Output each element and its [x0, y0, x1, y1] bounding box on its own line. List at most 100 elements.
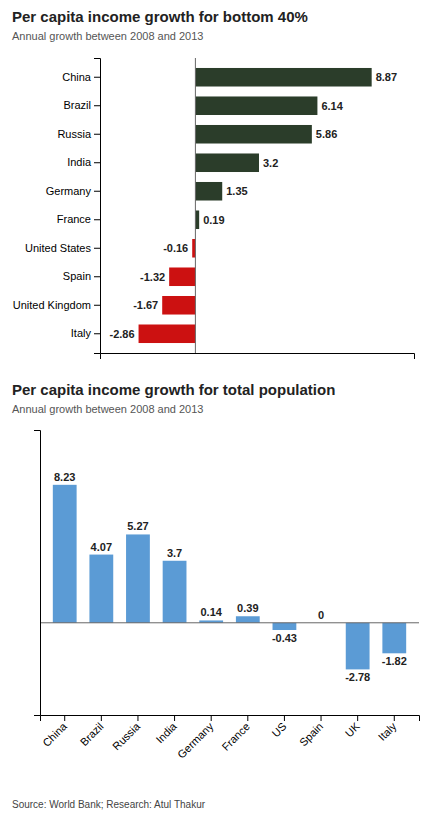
axis-line: [41, 716, 420, 722]
data-label: 6.14: [321, 100, 343, 112]
tick: UK: [343, 715, 363, 739]
tick: Russia: [57, 128, 100, 140]
bars: [53, 485, 406, 670]
tick: France: [219, 715, 252, 753]
tick-mark: [94, 248, 100, 249]
bar: [382, 623, 406, 654]
tick-mark: [101, 715, 102, 721]
zero-line: [40, 622, 419, 623]
data-labels: 8.234.075.273.70.140.39-0.430-2.78-1.82: [54, 471, 407, 684]
bar: [195, 153, 259, 172]
tick: Brazil: [78, 715, 106, 748]
tick-label: France: [57, 213, 91, 225]
y-axis: [34, 431, 41, 716]
zero-line: [195, 58, 196, 353]
data-label: -1.82: [382, 655, 407, 667]
bar: [346, 623, 370, 670]
data-label: 0.19: [203, 214, 224, 226]
tick-label: United Kingdom: [13, 299, 91, 311]
tick-label: Brazil: [63, 99, 91, 111]
bar: [195, 96, 317, 115]
plot: ChinaBrazilRussiaIndiaGermanyFranceUnite…: [13, 58, 415, 359]
data-labels: 8.876.145.863.21.350.19-0.16-1.32-1.67-2…: [109, 71, 397, 340]
data-label: -2.86: [109, 328, 134, 340]
tick-mark: [94, 77, 100, 78]
bar: [53, 485, 77, 623]
bar: [273, 623, 297, 630]
data-label: 5.27: [127, 520, 148, 532]
bar: [163, 561, 187, 623]
tick: Russia: [110, 715, 143, 752]
subtitle: Annual growth between 2008 and 2013: [12, 30, 203, 42]
tick-label: Germany: [175, 720, 216, 761]
tick: Germany: [175, 715, 216, 761]
tick-mark: [247, 715, 248, 721]
tick-label: India: [153, 720, 179, 746]
bar: [195, 68, 371, 87]
tick-mark: [94, 134, 100, 135]
data-label: 0.14: [200, 606, 222, 618]
tick-mark: [94, 276, 100, 277]
tick-mark: [394, 715, 395, 721]
data-label: 3.7: [167, 547, 182, 559]
chart: Per capita income growth for total popul…: [12, 381, 420, 810]
axis-line: [34, 431, 41, 716]
data-label: 5.86: [316, 128, 337, 140]
data-label: 3.2: [263, 157, 278, 169]
bar: [126, 534, 150, 622]
tick: US: [269, 715, 288, 739]
tick-mark: [94, 305, 100, 306]
bar: [139, 324, 196, 343]
tick-label: Italy: [376, 720, 399, 743]
tick: Germany: [46, 185, 100, 197]
tick-label: Germany: [46, 185, 92, 197]
data-label: 0: [318, 609, 324, 621]
tick-mark: [211, 715, 212, 721]
data-label: -0.16: [163, 242, 188, 254]
bar: [195, 210, 199, 229]
tick: Italy: [376, 715, 399, 743]
tick-mark: [94, 191, 100, 192]
tick: Brazil: [63, 99, 100, 111]
data-label: -2.78: [345, 671, 370, 683]
tick: United States: [25, 242, 100, 254]
data-label: -1.32: [140, 271, 165, 283]
data-label: 8.23: [54, 471, 75, 483]
title: Per capita income growth for total popul…: [12, 381, 335, 398]
tick-label: France: [219, 720, 252, 753]
bar: [195, 182, 222, 201]
tick-label: Russia: [57, 128, 92, 140]
tick-mark: [284, 715, 285, 721]
bar: [236, 616, 260, 623]
tick: India: [67, 156, 100, 168]
tick: Italy: [71, 327, 100, 339]
tick-mark: [94, 219, 100, 220]
data-label: 1.35: [226, 185, 247, 197]
tick-mark: [137, 715, 138, 721]
bar: [89, 555, 113, 623]
tick-mark: [64, 715, 65, 721]
axis-line: [101, 354, 415, 360]
plot: China BrazilRussia IndiaGermanyFrance US Spa…: [34, 431, 420, 761]
tick-label: Italy: [71, 327, 92, 339]
tick-mark: [357, 715, 358, 721]
y-axis: ChinaBrazilRussiaIndiaGermanyFranceUnite…: [13, 59, 101, 354]
data-label: 0.39: [237, 602, 258, 614]
tick: Spain: [63, 270, 100, 282]
chart: Per capita income growth for bottom 40% A…: [12, 8, 415, 359]
bar: [162, 296, 195, 315]
tick: China: [40, 715, 69, 749]
tick: Spain: [297, 715, 325, 749]
tick-label: Spain: [63, 270, 91, 282]
data-label: 4.07: [91, 541, 112, 553]
bar: [195, 125, 311, 144]
title: Per capita income growth for bottom 40%: [12, 8, 308, 25]
tick: United Kingdom: [13, 299, 100, 311]
annotation: Source: World Bank; Research: Atul Thaku…: [12, 799, 206, 810]
tick-label: UK: [343, 720, 363, 740]
x-axis: China BrazilRussia IndiaGermanyFrance US Spa…: [40, 715, 419, 761]
tick-label: China: [40, 720, 69, 749]
tick: India: [153, 715, 179, 745]
tick-label: Spain: [297, 720, 325, 748]
tick-label: Brazil: [78, 720, 106, 748]
